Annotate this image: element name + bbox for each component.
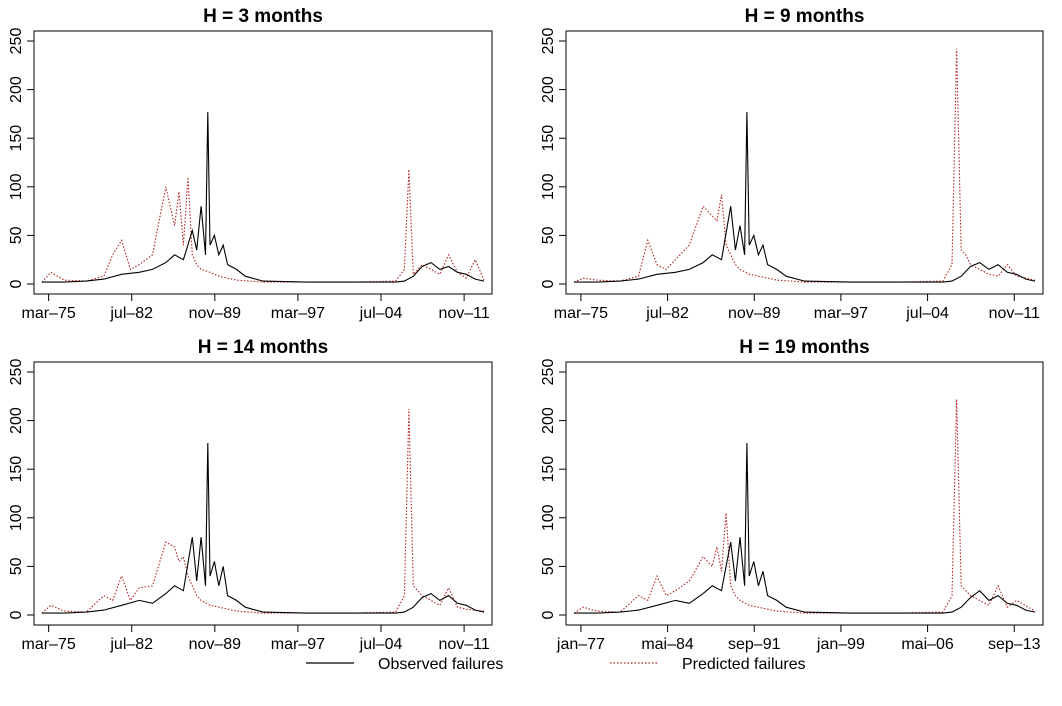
predicted-failures-line xyxy=(573,399,1036,614)
y-tick-label: 0 xyxy=(540,279,557,288)
chart-title: H = 19 months xyxy=(739,337,869,358)
y-tick-label: 200 xyxy=(8,76,25,103)
x-tick-label: jan–77 xyxy=(556,636,605,653)
y-tick-label: 150 xyxy=(540,456,557,483)
legend-predicted-label: Predicted failures xyxy=(682,656,806,673)
y-tick-label: 200 xyxy=(540,76,557,103)
x-tick-label: jul–82 xyxy=(645,305,689,322)
observed-failures-line xyxy=(574,111,1036,283)
x-tick-label: nov–11 xyxy=(438,305,489,322)
y-tick-label: 50 xyxy=(540,557,557,575)
y-tick-label: 250 xyxy=(540,359,557,386)
y-tick-label: 250 xyxy=(8,28,25,55)
x-tick-label: mar–75 xyxy=(22,305,76,322)
y-tick-label: 100 xyxy=(8,504,25,531)
x-tick-label: mar–75 xyxy=(554,305,608,322)
chart-title: H = 9 months xyxy=(745,6,865,27)
y-tick-label: 0 xyxy=(540,610,557,619)
y-tick-label: 50 xyxy=(8,557,25,575)
observed-failures-line xyxy=(42,442,485,614)
x-tick-label: mar–75 xyxy=(22,636,76,653)
plot-frame xyxy=(33,361,493,626)
x-tick-label: nov–89 xyxy=(189,305,242,322)
plot-frame xyxy=(33,30,493,295)
x-tick-label: sep–91 xyxy=(728,636,781,653)
chart-title: H = 14 months xyxy=(198,337,328,358)
chart-panel-4: H = 19 months 0 50 100 150 200 250 jan–77 mai–84… xyxy=(540,337,1044,653)
y-tick-label: 0 xyxy=(8,279,25,288)
y-tick-label: 50 xyxy=(540,226,557,244)
x-tick-label: nov–89 xyxy=(189,636,242,653)
x-tick-label: nov–11 xyxy=(438,636,489,653)
y-tick-label: 150 xyxy=(8,456,25,483)
observed-failures-line xyxy=(42,111,485,283)
y-tick-label: 250 xyxy=(8,359,25,386)
chart-panel-3: H = 14 months 0 50 100 150 200 250 mar–75 jul–82… xyxy=(8,337,493,653)
x-tick-label: jul–04 xyxy=(359,636,403,653)
x-tick-label: mai–84 xyxy=(641,636,694,653)
x-tick-label: mai–06 xyxy=(901,636,954,653)
x-tick-label: jul–04 xyxy=(905,305,949,322)
plot-frame xyxy=(565,361,1044,626)
predicted-failures-line xyxy=(41,169,485,283)
y-tick-label: 200 xyxy=(540,407,557,434)
y-tick-label: 100 xyxy=(540,504,557,531)
x-tick-label: sep–13 xyxy=(988,636,1041,653)
x-tick-label: mar–97 xyxy=(814,305,868,322)
x-tick-label: mar–97 xyxy=(271,636,325,653)
y-tick-label: 100 xyxy=(8,173,25,200)
y-tick-label: 0 xyxy=(8,610,25,619)
chart-panel-2: H = 9 months 0 50 100 150 200 250 mar–75 jul–82 n… xyxy=(540,6,1044,322)
plot-frame xyxy=(565,30,1044,295)
y-tick-label: 150 xyxy=(540,125,557,152)
x-tick-label: jul–04 xyxy=(359,305,403,322)
y-tick-label: 150 xyxy=(8,125,25,152)
x-tick-label: nov–11 xyxy=(989,305,1040,322)
chart-panel-1: H = 3 months 0 50 100 150 200 250 mar–75 jul–82 n… xyxy=(8,6,493,322)
x-tick-label: mar–97 xyxy=(271,305,325,322)
chart-title: H = 3 months xyxy=(203,6,323,27)
x-tick-label: nov–89 xyxy=(728,305,781,322)
predicted-failures-line xyxy=(573,48,1036,283)
y-tick-label: 250 xyxy=(540,28,557,55)
y-tick-label: 100 xyxy=(540,173,557,200)
legend-observed-label: Observed failures xyxy=(378,656,503,673)
x-tick-label: jul–82 xyxy=(109,636,153,653)
y-tick-label: 50 xyxy=(8,226,25,244)
x-tick-label: jul–82 xyxy=(109,305,153,322)
y-tick-label: 200 xyxy=(8,407,25,434)
legend: Observed failures Predicted failures xyxy=(306,656,806,673)
x-tick-label: jan–99 xyxy=(816,636,865,653)
observed-failures-line xyxy=(574,442,1036,614)
predicted-failures-line xyxy=(41,408,485,614)
